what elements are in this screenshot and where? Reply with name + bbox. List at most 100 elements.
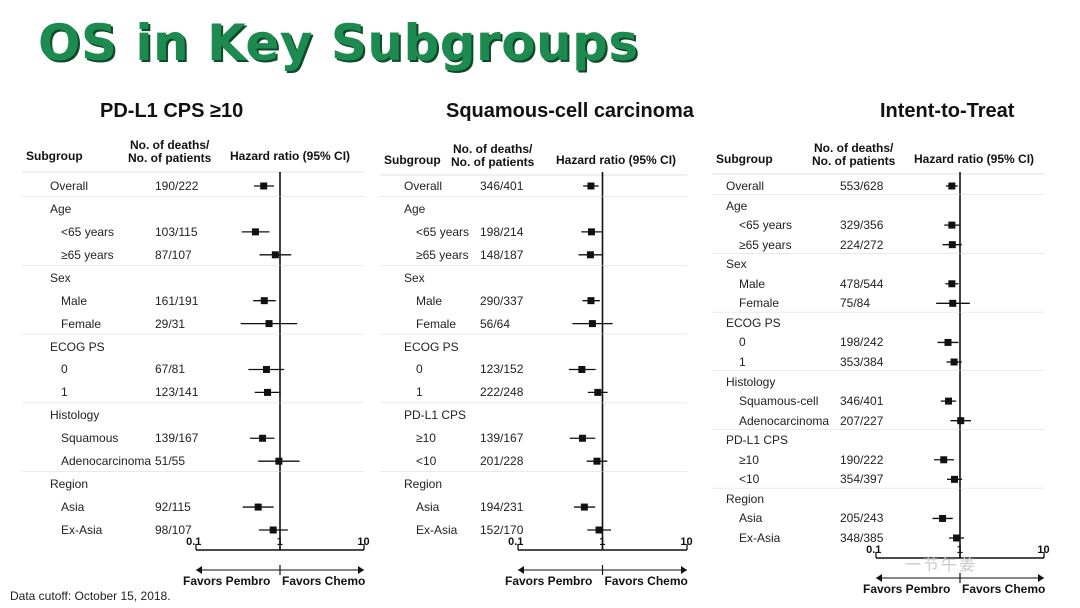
subgroup-label: Female (739, 296, 780, 311)
deaths-patients-header: No. of deaths/No. of patients (451, 143, 534, 169)
subgroup-label: ≥10 (416, 431, 436, 446)
deaths-patients-value: 346/401 (480, 179, 524, 193)
hazard-ratio-marker (264, 388, 272, 396)
hazard-ratio-marker (948, 221, 956, 229)
deaths-patients-value: 553/628 (840, 179, 884, 193)
hazard-ratio-marker (950, 475, 958, 483)
favors-chemo-label: Favors Chemo (962, 582, 1046, 596)
deaths-patients-value: 67/81 (155, 362, 186, 377)
page-title: OS in Key Subgroups (38, 14, 639, 72)
subgroup-label: Male (416, 293, 443, 308)
deaths-patients-value: 201/228 (480, 454, 524, 469)
subgroup-label: <10 (416, 454, 437, 469)
deaths-patients-value: 290/337 (480, 293, 524, 308)
favor-right-arrowhead (358, 566, 364, 574)
subgroup-label: 1 (416, 385, 423, 400)
subgroup-label: Asia (416, 500, 440, 515)
subgroup-category-label: Histology (726, 374, 776, 389)
favor-left-arrowhead (196, 566, 202, 574)
deaths-patients-value: 190/222 (155, 179, 199, 193)
deaths-patients-value: 329/356 (840, 218, 884, 233)
subgroup-label: <10 (739, 472, 760, 487)
subgroup-label: Male (739, 276, 766, 291)
hazard-ratio-marker (953, 534, 961, 542)
hazard-ratio-header: Hazard ratio (95% CI) (914, 152, 1035, 166)
hazard-ratio-marker (578, 365, 586, 373)
x-tick-label: 0.1 (186, 536, 202, 548)
x-tick-label: 10 (1037, 544, 1050, 556)
favors-chemo-label: Favors Chemo (604, 574, 688, 588)
subgroup-label: Male (61, 293, 88, 308)
deaths-patients-value: 190/222 (840, 452, 884, 467)
hazard-ratio-marker (950, 358, 958, 366)
subgroup-category-label: Age (726, 198, 748, 213)
subgroup-label: Adenocarcinoma (739, 413, 830, 428)
hazard-ratio-marker (260, 297, 268, 305)
subgroup-label: Overall (726, 179, 765, 193)
hazard-ratio-marker (586, 251, 594, 259)
plot-title: PD-L1 CPS ≥10 (100, 100, 244, 122)
deaths-patients-value: 75/84 (840, 296, 871, 311)
hazard-ratio-marker (260, 182, 268, 190)
subgroup-label: Asia (739, 511, 763, 526)
hazard-ratio-marker (275, 457, 283, 465)
hazard-ratio-marker (254, 503, 262, 511)
subgroup-category-label: PD-L1 CPS (726, 433, 789, 448)
hazard-ratio-marker (271, 251, 279, 259)
watermark: 一节午姜 (905, 557, 978, 574)
hazard-ratio-marker (948, 280, 956, 288)
subgroup-header: Subgroup (26, 149, 83, 163)
deaths-patients-value: 92/115 (155, 500, 191, 515)
deaths-patients-value: 348/385 (840, 531, 884, 545)
favors-pembro-label: Favors Pembro (505, 574, 593, 588)
subgroup-category-label: Sex (404, 270, 425, 285)
deaths-patients-value: 194/231 (480, 500, 524, 515)
deaths-patients-value: 56/64 (480, 316, 511, 331)
deaths-patients-value: 139/167 (155, 431, 199, 446)
hazard-ratio-header: Hazard ratio (95% CI) (556, 153, 677, 167)
hazard-ratio-marker (595, 526, 603, 534)
deaths-patients-value: 98/107 (155, 523, 192, 537)
favor-left-arrowhead (876, 574, 882, 582)
x-tick-label: 1 (276, 536, 283, 548)
x-tick-label: 0.1 (866, 544, 882, 556)
subgroup-label: Overall (50, 179, 89, 193)
plot-title: Intent-to-Treat (880, 100, 1015, 122)
subgroup-category-label: Sex (50, 270, 71, 285)
subgroup-label: 0 (61, 362, 68, 377)
deaths-patients-header: No. of deaths/No. of patients (128, 139, 211, 165)
deaths-patients-header-line: No. of patients (451, 155, 535, 169)
subgroup-category-label: ECOG PS (50, 339, 105, 354)
deaths-patients-value: 29/31 (155, 316, 186, 331)
subgroup-label: ≥65 years (61, 247, 114, 262)
deaths-patients-header-line: No. of patients (812, 154, 896, 168)
subgroup-category-label: ECOG PS (726, 315, 781, 330)
subgroup-label: ≥10 (739, 452, 759, 467)
subgroup-label: <65 years (739, 218, 793, 233)
subgroup-label: Adenocarcinoma (61, 454, 152, 469)
hazard-ratio-marker (259, 434, 267, 442)
subgroup-label: 0 (739, 335, 746, 350)
deaths-patients-value: 224/272 (840, 237, 884, 252)
subgroup-category-label: Region (726, 491, 765, 506)
x-tick-label: 10 (680, 536, 693, 548)
deaths-patients-header-line: No. of deaths/ (453, 142, 533, 156)
hazard-ratio-marker (944, 338, 952, 346)
subgroup-label: 0 (416, 362, 423, 377)
x-tick-label: 1 (599, 536, 606, 548)
subgroup-header: Subgroup (384, 153, 441, 167)
subgroup-label: Squamous-cell (739, 394, 819, 409)
subgroup-category-label: Region (50, 477, 89, 492)
favors-chemo-label: Favors Chemo (282, 574, 366, 588)
subgroup-label: ≥65 years (416, 247, 469, 262)
deaths-patients-header-line: No. of deaths/ (814, 141, 894, 155)
subgroup-category-label: Histology (50, 408, 100, 423)
hazard-ratio-marker (265, 320, 273, 328)
subgroup-category-label: Sex (726, 257, 747, 272)
subgroup-label: Squamous (61, 431, 119, 446)
subgroup-label: Ex-Asia (416, 523, 458, 537)
hazard-ratio-marker (588, 320, 596, 328)
footnote: Data cutoff: October 15, 2018. (10, 589, 171, 603)
hazard-ratio-header: Hazard ratio (95% CI) (230, 149, 351, 163)
deaths-patients-value: 354/397 (840, 472, 884, 487)
